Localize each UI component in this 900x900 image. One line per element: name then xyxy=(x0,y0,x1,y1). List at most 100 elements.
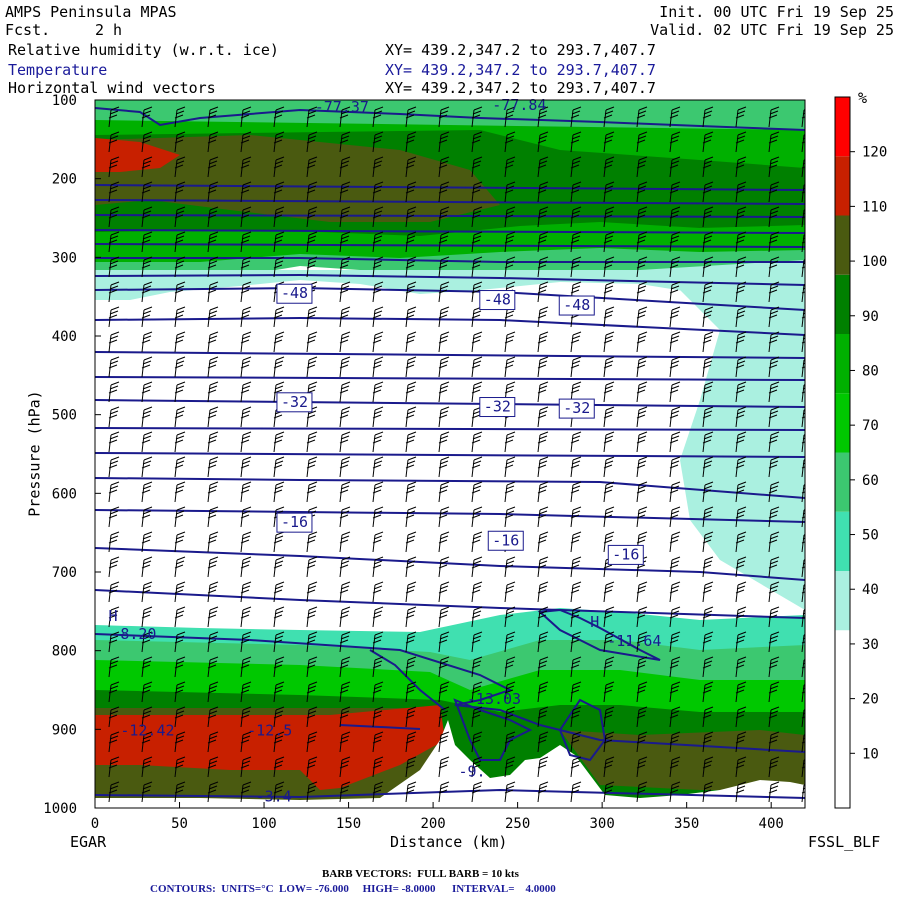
wind-barb xyxy=(372,531,384,553)
wind-barb xyxy=(306,756,318,778)
plot-frame xyxy=(94,99,806,809)
wind-barb xyxy=(174,581,186,603)
wind-barb xyxy=(108,781,120,803)
wind-barb xyxy=(768,231,780,253)
wind-barb xyxy=(207,631,219,653)
wind-barb xyxy=(438,431,450,453)
wind-barb xyxy=(438,456,450,478)
wind-barb xyxy=(669,131,681,153)
wind-barb xyxy=(504,456,516,478)
wind-barb xyxy=(372,656,384,678)
wind-barb xyxy=(471,756,483,778)
wind-barb xyxy=(438,256,450,278)
wind-barb xyxy=(636,681,648,703)
wind-barb xyxy=(504,731,516,753)
x-tick-label: 350 xyxy=(674,816,699,832)
wind-barb xyxy=(141,206,153,228)
wind-barb xyxy=(141,106,153,128)
wind-barb xyxy=(504,331,516,353)
wind-barb xyxy=(471,256,483,278)
wind-barb xyxy=(471,731,483,753)
wind-barb xyxy=(108,281,120,303)
wind-barb xyxy=(570,506,582,528)
wind-barb xyxy=(174,206,186,228)
wind-barb xyxy=(306,431,318,453)
wind-barb xyxy=(537,356,549,378)
wind-barb xyxy=(405,531,417,553)
wind-barb xyxy=(504,556,516,578)
wind-barb xyxy=(768,306,780,328)
wind-barb xyxy=(669,706,681,728)
wind-barb xyxy=(405,106,417,128)
colorbar-tick-label: 50 xyxy=(862,528,879,544)
wind-barb xyxy=(669,406,681,428)
wind-barb xyxy=(537,506,549,528)
y-tick-label: 300 xyxy=(52,250,77,266)
wind-barb xyxy=(669,331,681,353)
wind-barb xyxy=(504,481,516,503)
wind-barb xyxy=(306,106,318,128)
wind-barb xyxy=(537,706,549,728)
forecast-label: Fcst. xyxy=(5,21,51,39)
forecast-hours: 2 h xyxy=(95,21,123,39)
y-tick-label: 100 xyxy=(52,93,77,109)
wind-barb xyxy=(339,381,351,403)
wind-barb xyxy=(504,606,516,628)
wind-barb xyxy=(702,681,714,703)
contour-label: -12.5 xyxy=(247,722,292,740)
wind-barb xyxy=(405,381,417,403)
wind-barb xyxy=(504,431,516,453)
wind-barb xyxy=(108,581,120,603)
wind-barb xyxy=(174,706,186,728)
wind-barb xyxy=(801,484,805,503)
y-tick-label: 500 xyxy=(52,408,77,424)
wind-barb xyxy=(273,606,285,628)
wind-barb xyxy=(504,681,516,703)
wind-barb xyxy=(141,481,153,503)
wind-barb xyxy=(306,181,318,203)
y-tick-label: 1000 xyxy=(43,801,77,817)
wind-barb xyxy=(174,156,186,178)
wind-barb xyxy=(504,631,516,653)
wind-barb xyxy=(735,231,747,253)
wind-barb xyxy=(108,306,120,328)
wind-barb xyxy=(702,756,714,778)
wind-barb xyxy=(339,756,351,778)
wind-barb xyxy=(141,631,153,653)
wind-barb xyxy=(108,431,120,453)
colorbar-segment xyxy=(835,511,850,571)
colorbar-segment xyxy=(835,452,850,512)
wind-barb xyxy=(735,256,747,278)
wind-barb xyxy=(240,781,252,803)
wind-barb xyxy=(306,156,318,178)
wind-barb xyxy=(174,331,186,353)
left-station: EGAR xyxy=(70,833,107,851)
wind-barb xyxy=(273,556,285,578)
y-axis-label: Pressure (hPa) xyxy=(25,390,44,517)
wind-barb xyxy=(438,556,450,578)
wind-barb xyxy=(801,434,805,453)
colorbar-tick-label: 120 xyxy=(862,145,887,161)
wind-barb xyxy=(702,131,714,153)
colorbar-segment xyxy=(835,571,850,631)
colorbar-tick-label: 100 xyxy=(862,254,887,270)
wind-barb xyxy=(438,681,450,703)
wind-barb xyxy=(801,784,805,803)
wind-barb xyxy=(240,481,252,503)
wind-barb xyxy=(207,131,219,153)
wind-barb xyxy=(240,131,252,153)
wind-barb xyxy=(669,531,681,553)
svg-text:-3.4: -3.4 xyxy=(256,788,292,806)
wind-barb xyxy=(405,456,417,478)
wind-barb xyxy=(702,406,714,428)
wind-barb xyxy=(372,206,384,228)
wind-barb xyxy=(405,681,417,703)
wind-barb xyxy=(339,781,351,803)
wind-barb xyxy=(438,356,450,378)
wind-barb xyxy=(603,406,615,428)
wind-barb xyxy=(471,281,483,303)
wind-barb xyxy=(108,756,120,778)
wind-barb xyxy=(735,406,747,428)
wind-barb xyxy=(141,431,153,453)
svg-text:H: H xyxy=(590,613,599,631)
